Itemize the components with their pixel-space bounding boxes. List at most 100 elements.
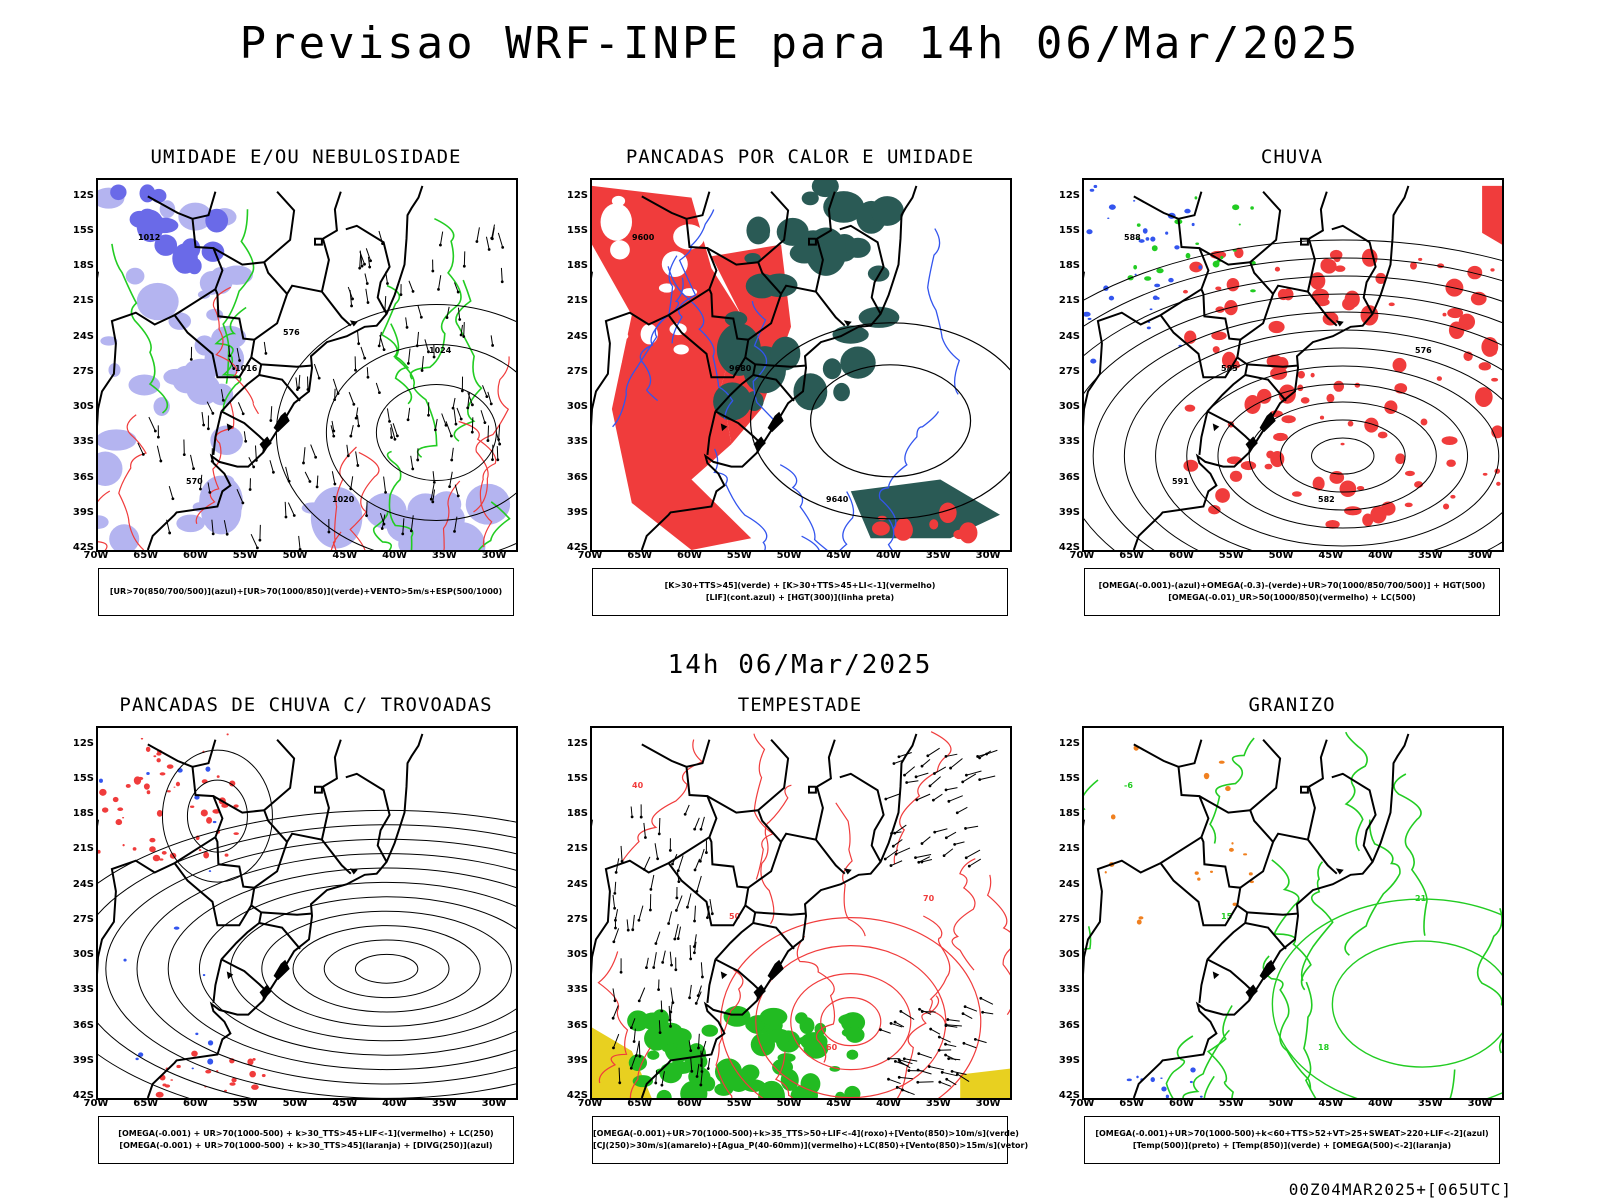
lc850-red-line (790, 973, 912, 1071)
omega500-orange-cell (1228, 847, 1234, 852)
wind850-vector-head (620, 859, 624, 863)
omega-blue-cell (1108, 295, 1115, 301)
state-border (1247, 363, 1298, 368)
lat-tick-label: 21S (566, 843, 588, 855)
wind-vector-shaft (355, 407, 359, 419)
rain-red-cells-cell (1354, 382, 1361, 388)
kindex-teal-cell (845, 237, 871, 258)
hail-blue-cell (1161, 1086, 1167, 1092)
omega-blue-cell (1184, 208, 1191, 214)
wind-vector-west-shaft (302, 447, 306, 464)
wind850-vector-shaft (699, 848, 705, 862)
contour-label: 1016 (235, 364, 258, 373)
wind850-vector-shaft (689, 945, 692, 959)
wind850-green-cell (728, 1071, 750, 1092)
legend-line: [OMEGA(-0.01)_UR>50(1000/850)(vermelho) … (1168, 593, 1416, 602)
wind850-vector-head (658, 1031, 662, 1034)
omega500-orange-cell (1194, 871, 1199, 875)
wind-vector-head (349, 434, 353, 438)
wind-vector-shaft (410, 515, 414, 531)
wind-vector-west-head (206, 427, 210, 431)
wind-vector-head (462, 264, 466, 268)
wind-vector-head (401, 532, 405, 536)
wind-vector-shaft (364, 273, 368, 284)
temp850-green-line (1165, 1035, 1194, 1098)
rain-red-cells-cell (1344, 506, 1362, 516)
state-border (706, 411, 717, 456)
lon-tick-label: 30W (975, 550, 1001, 561)
omega-green-cell (1220, 255, 1224, 260)
lat-tick-label: 33S (72, 984, 94, 996)
omega-blue-cell (1138, 239, 1145, 243)
wind850-vector-head (629, 1066, 633, 1070)
wind850-vector-ne-shaft (934, 766, 947, 774)
wind-vector-shaft (366, 367, 369, 378)
lon-tick-label: 55W (1218, 550, 1244, 561)
wind850-vector-head (613, 891, 617, 895)
wind-vector-shaft (456, 407, 462, 420)
storm-red-cells-cell (161, 850, 167, 855)
storm-red-south-cell (205, 1069, 212, 1074)
kindex-teal-cell (724, 311, 748, 327)
wind-vector-west-head (302, 461, 305, 465)
storm-red-south-cell (252, 1058, 256, 1061)
humidity-lavender-cell (128, 374, 161, 396)
wind850-vector-shaft (700, 816, 705, 830)
wind-vector-west-shaft (330, 425, 335, 437)
state-border (839, 772, 885, 863)
wind850-vector-ne-shaft (894, 824, 907, 834)
wind-vector-shaft (491, 227, 495, 239)
panel-title-granizo: GRANIZO (1248, 694, 1336, 716)
wind850-vector-se-head (937, 1048, 941, 1052)
wind-vector-head (384, 490, 387, 494)
wind850-vector-shaft (630, 806, 633, 817)
wind-vector-west-shaft (220, 389, 224, 401)
wind-vector-head (420, 369, 424, 372)
lat-tick-label: 21S (1058, 295, 1080, 307)
wind-vector-head (382, 348, 386, 351)
wind-vector-west-shaft (168, 485, 174, 499)
lat-tick-label: 15S (1058, 224, 1080, 236)
lon-tick-label: 70W (83, 550, 109, 561)
lon-tick-label: 60W (1169, 550, 1194, 561)
wind-vector-west-shaft (190, 454, 195, 469)
wind-vector-head (406, 418, 410, 422)
wind850-vector-shaft (693, 934, 697, 947)
wind850-green-cell (768, 1028, 791, 1044)
wind-vector-head (431, 500, 435, 504)
lon-tick-label: 35W (1417, 1098, 1443, 1109)
state-border (1331, 772, 1377, 863)
lon-tick-label: 45W (826, 1098, 852, 1109)
lat-tick-label: 15S (566, 224, 588, 236)
storm-red-cells-cell (175, 781, 181, 787)
wind850-vector-shaft (674, 923, 679, 940)
wind850-green-cell (647, 1050, 660, 1060)
wind850-vector-head (706, 916, 709, 920)
storm-red-south-cell (261, 1074, 266, 1078)
wind850-vector-head (688, 996, 691, 1000)
omega-blue-cell (1108, 204, 1116, 210)
map-tempestade: 40 50 60 70 (590, 726, 1012, 1100)
wind-vector-shaft (379, 513, 385, 525)
wind-vector-west-head (264, 351, 268, 355)
lake (720, 423, 728, 432)
wind-vector-west-shaft (211, 519, 214, 534)
wind850-green-cell (759, 1007, 788, 1026)
lon-tick-label: 55W (726, 550, 752, 561)
wind850-vector-ne-shaft (962, 773, 977, 783)
state-border (714, 356, 757, 413)
state-border (212, 795, 265, 814)
lon-tick-label: 50W (776, 1098, 802, 1109)
wind-vector-west-head (241, 412, 245, 416)
state-border (1244, 922, 1287, 950)
wind850-vector-se-head (907, 1069, 911, 1072)
lat-tick-label: 42S (566, 542, 588, 553)
wind-vector-shaft (402, 518, 405, 534)
state-border (1084, 836, 1202, 975)
omega-green-cell (1238, 223, 1241, 226)
wind850-vector-se-shaft (900, 1010, 915, 1020)
lon-tick-label: 55W (232, 550, 258, 561)
lat-tick-label: 24S (1058, 878, 1080, 890)
rain-red-cells-cell (1356, 485, 1365, 491)
wind850-vector-ne-shaft (918, 856, 931, 863)
